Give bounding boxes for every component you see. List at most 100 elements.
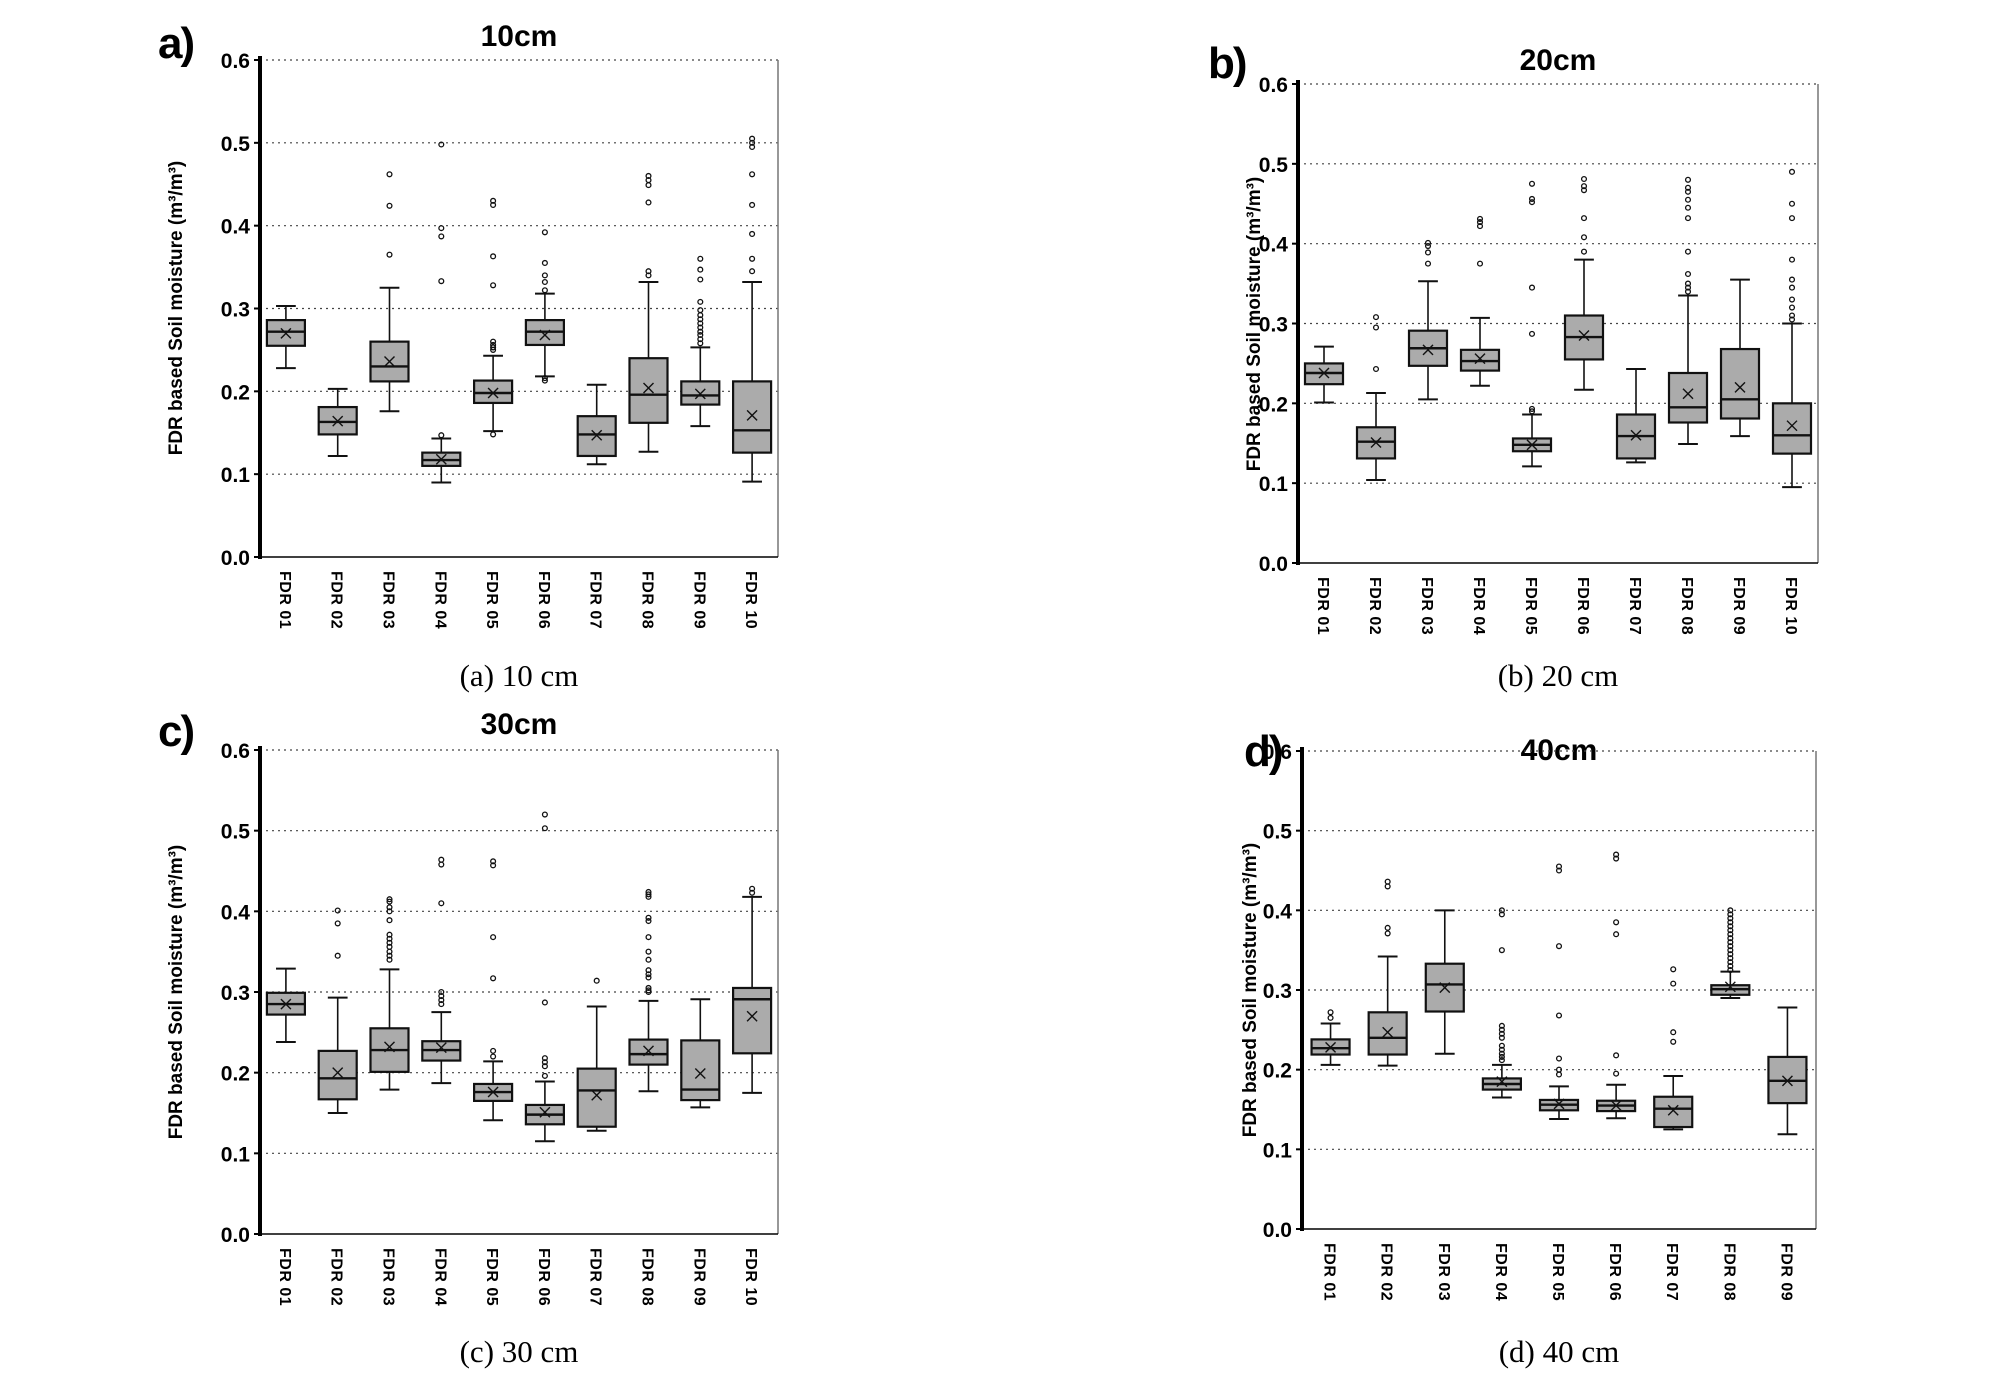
panel-letter: a) [158, 19, 193, 68]
x-tick-label: FDR 09 [1730, 577, 1747, 635]
y-tick-label: 0.2 [1259, 393, 1288, 416]
panel-caption: (a) 10 cm [460, 658, 579, 693]
y-tick-label: 0.3 [221, 982, 250, 1005]
x-tick-label: FDR 04 [1492, 1243, 1509, 1301]
box-fdr-10 [731, 986, 773, 1055]
x-tick-label: FDR 05 [1522, 577, 1539, 635]
box-fdr-09 [680, 1039, 721, 1102]
panel-title: 30cm [481, 708, 558, 741]
y-tick-label: 0.0 [221, 547, 250, 570]
x-tick-label: FDR 09 [690, 1248, 707, 1306]
y-tick-label: 0.4 [221, 901, 251, 924]
x-tick-label: FDR 02 [1366, 577, 1383, 635]
y-tick-label: 0.2 [221, 1063, 250, 1086]
x-tick-label: FDR 07 [587, 571, 604, 629]
y-tick-label: 0.5 [1263, 821, 1293, 844]
y-tick-label: 0.3 [221, 299, 250, 322]
y-tick-label: 0.4 [1259, 234, 1289, 257]
x-tick-label: FDR 09 [690, 571, 707, 629]
x-tick-label: FDR 10 [742, 571, 759, 629]
box-fdr-05 [473, 379, 514, 405]
panel-title: 10cm [481, 20, 558, 53]
x-tick-label: FDR 10 [1782, 577, 1799, 635]
panel-d-svg: d) 40cm FDR based Soil moisture (m³/m³) … [1240, 727, 1817, 1369]
y-tick-label: 0.0 [221, 1224, 250, 1247]
panel-b: b) 20cm FDR based Soil moisture (m³/m³) … [1004, 0, 2008, 694]
y-tick-label: 0.1 [221, 1143, 251, 1166]
x-tick-label: FDR 05 [483, 1248, 500, 1306]
boxplot-area: 0.0 0.1 0.2 0.3 0.4 0.5 0.6 FDR 01 FDR 02 FDR 03 F… [221, 50, 779, 629]
panel-caption: (c) 30 cm [460, 1334, 579, 1369]
boxplot-area: 0.0 0.1 0.2 0.3 0.4 0.5 0.6 FDR 01 FDR 02 FDR 03 F… [1259, 74, 1819, 635]
boxplot-area: 0.0 0.1 0.2 0.3 0.4 0.5 0.6 FDR 01 FDR 02 FDR 03 F… [221, 740, 779, 1306]
x-tick-label: FDR 10 [742, 1248, 759, 1306]
y-tick-label: 0.6 [221, 740, 250, 763]
y-tick-label: 0.6 [1259, 74, 1288, 97]
panel-d: d) 40cm FDR based Soil moisture (m³/m³) … [1004, 694, 2008, 1388]
x-tick-label: FDR 08 [1678, 577, 1695, 635]
panel-c: c) 30cm FDR based Soil moisture (m³/m³) … [0, 694, 1004, 1388]
y-tick-label: 0.4 [1263, 900, 1293, 923]
box-fdr-10 [1771, 402, 1813, 455]
y-tick-label: 0.1 [1259, 473, 1289, 496]
y-axis-label: FDR based Soil moisture (m³/m³) [166, 161, 187, 456]
x-tick-label: FDR 02 [328, 1248, 345, 1306]
boxplot-area: 0.0 0.1 0.2 0.3 0.4 0.5 0.6 FDR 01 FDR 02 FDR 03 F… [1263, 741, 1817, 1301]
x-tick-label: FDR 08 [639, 571, 656, 629]
y-axis-label: FDR based Soil moisture (m³/m³) [1240, 843, 1261, 1138]
x-tick-label: FDR 01 [276, 571, 293, 629]
y-tick-label: 0.5 [221, 133, 251, 156]
y-tick-label: 0.3 [1259, 314, 1288, 337]
box-fdr-08 [628, 1038, 669, 1066]
x-tick-label: FDR 09 [1777, 1243, 1794, 1301]
x-tick-label: FDR 01 [276, 1248, 293, 1306]
x-tick-label: FDR 05 [1549, 1243, 1566, 1301]
y-tick-label: 0.1 [221, 464, 251, 487]
x-tick-label: FDR 08 [1720, 1243, 1737, 1301]
y-tick-label: 0.2 [1263, 1060, 1292, 1083]
panel-a-svg: a) 10cm FDR based Soil moisture (m³/m³) … [158, 19, 779, 693]
x-tick-label: FDR 01 [1314, 577, 1331, 635]
y-tick-label: 0.5 [1259, 154, 1289, 177]
y-tick-label: 0.0 [1263, 1219, 1292, 1242]
box-fdr-08 [628, 357, 669, 424]
box-fdr-02 [1367, 1011, 1408, 1056]
panel-title: 20cm [1520, 44, 1597, 77]
panel-caption: (d) 40 cm [1499, 1334, 1620, 1369]
x-tick-label: FDR 03 [380, 571, 397, 629]
panel-c-svg: c) 30cm FDR based Soil moisture (m³/m³) … [158, 707, 779, 1369]
panel-letter: c) [158, 707, 193, 756]
y-axis-label: FDR based Soil moisture (m³/m³) [166, 845, 187, 1140]
x-tick-label: FDR 07 [1663, 1243, 1680, 1301]
x-tick-label: FDR 07 [587, 1248, 604, 1306]
box-fdr-08 [1667, 371, 1709, 424]
x-tick-label: FDR 06 [1574, 577, 1591, 635]
panel-letter: b) [1208, 39, 1246, 88]
panel-caption: (b) 20 cm [1498, 658, 1619, 693]
x-tick-label: FDR 04 [1470, 577, 1487, 635]
box-fdr-02 [317, 1049, 358, 1101]
y-tick-label: 0.2 [221, 381, 250, 404]
box-fdr-07 [576, 1067, 617, 1128]
x-tick-label: FDR 07 [1626, 577, 1643, 635]
x-tick-label: FDR 06 [535, 571, 552, 629]
panel-a: a) 10cm FDR based Soil moisture (m³/m³) … [0, 0, 1004, 694]
x-tick-label: FDR 04 [431, 1248, 448, 1306]
panel-b-svg: b) 20cm FDR based Soil moisture (m³/m³) … [1208, 39, 1819, 693]
x-tick-label: FDR 08 [639, 1248, 656, 1306]
y-tick-label: 0.1 [1263, 1139, 1293, 1162]
x-tick-label: FDR 01 [1321, 1243, 1338, 1301]
box-fdr-09 [1719, 347, 1761, 420]
y-tick-label: 0.4 [221, 216, 251, 239]
x-tick-label: FDR 04 [431, 571, 448, 629]
x-tick-label: FDR 06 [535, 1248, 552, 1306]
panel-letter: d) [1244, 727, 1282, 776]
box-fdr-07 [1653, 1095, 1694, 1129]
x-tick-label: FDR 02 [1378, 1243, 1395, 1301]
x-tick-label: FDR 03 [380, 1248, 397, 1306]
x-tick-label: FDR 06 [1606, 1243, 1623, 1301]
y-tick-label: 0.5 [221, 821, 251, 844]
y-axis-label: FDR based Soil moisture (m³/m³) [1244, 177, 1265, 472]
y-tick-label: 0.6 [1263, 741, 1292, 764]
